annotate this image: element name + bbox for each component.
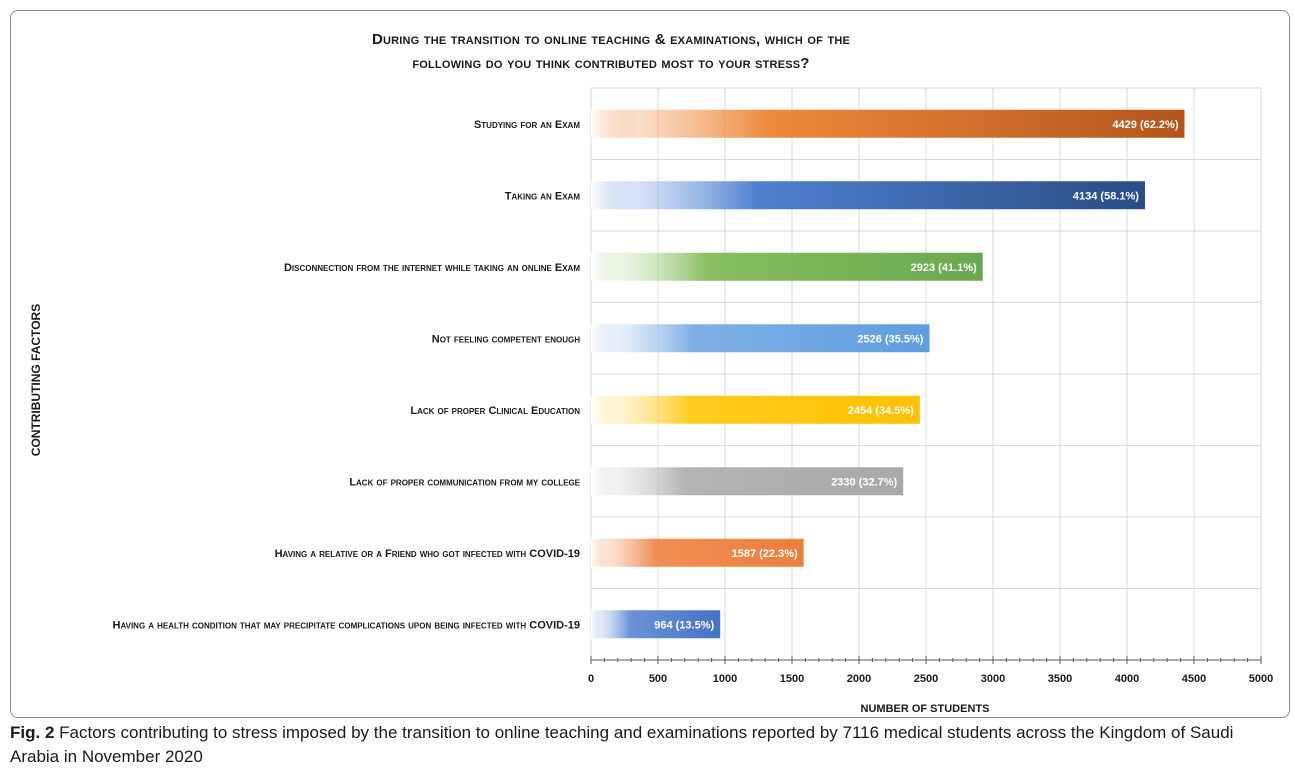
- data-label: 1587 (22.3%): [732, 548, 798, 560]
- figure-caption-text: Factors contributing to stress imposed b…: [10, 723, 1234, 766]
- chart-title-line-2: following do you think contributed most …: [412, 55, 810, 72]
- x-tick-label: 1500: [780, 673, 804, 685]
- category-label: Having a relative or a Friend who got in…: [275, 548, 580, 560]
- category-label: Taking an Exam: [505, 190, 581, 202]
- data-label: 964 (13.5%): [654, 619, 714, 631]
- bar-chart: 4429 (62.2%) 4134 (58.1%) 2923 (41.1%) 2526…: [113, 87, 1273, 715]
- x-tick-label: 5000: [1249, 673, 1273, 685]
- category-label: Disconnection from the internet while ta…: [284, 262, 580, 274]
- data-label: 2330 (32.7%): [831, 476, 897, 488]
- data-label: 2526 (35.5%): [857, 333, 923, 345]
- category-labels: Studying for an Exam Taking an Exam Discon…: [113, 119, 581, 632]
- bar: [591, 181, 1145, 210]
- gridlines: [590, 87, 1262, 661]
- x-tick-label: 3000: [981, 673, 1005, 685]
- data-label: 4134 (58.1%): [1073, 190, 1139, 202]
- x-axis: 0 500 1000 1500 2000 2500 3000 3500 4000 4500 5000: [588, 656, 1273, 685]
- figure-caption-label: Fig. 2: [10, 723, 55, 742]
- category-label: Lack of proper Clinical Education: [410, 405, 580, 417]
- category-label: Having a health condition that may preci…: [113, 619, 581, 631]
- chart-title: During the transition to online teaching…: [11, 28, 1291, 76]
- category-label: Lack of proper communication from my col…: [349, 476, 580, 488]
- bars: 4429 (62.2%) 4134 (58.1%) 2923 (41.1%) 2526…: [591, 109, 1185, 639]
- data-label: 4429 (62.2%): [1112, 119, 1178, 131]
- x-tick-label: 4000: [1115, 673, 1139, 685]
- category-label: Not feeling competent enough: [432, 333, 580, 345]
- bar: [591, 395, 920, 424]
- category-label: Studying for an Exam: [474, 119, 580, 131]
- x-tick-label: 500: [649, 673, 667, 685]
- x-tick-label: 0: [588, 673, 594, 685]
- bar: [591, 467, 904, 496]
- data-label: 2923 (41.1%): [911, 262, 977, 274]
- x-tick-label: 3500: [1048, 673, 1072, 685]
- bar: [591, 538, 804, 567]
- bar: [591, 610, 721, 639]
- x-tick-label: 2000: [847, 673, 871, 685]
- x-tick-label: 4500: [1182, 673, 1206, 685]
- bar: [591, 252, 983, 281]
- x-tick-label: 1000: [713, 673, 737, 685]
- x-axis-label: NUMBER OF STUDENTS: [861, 703, 990, 715]
- chart-title-line-1: During the transition to online teaching…: [371, 31, 851, 48]
- bar: [591, 109, 1185, 138]
- bar: [591, 324, 930, 353]
- data-label: 2454 (34.5%): [848, 405, 914, 417]
- figure-caption: Fig. 2 Factors contributing to stress im…: [10, 721, 1285, 769]
- x-tick-label: 2500: [914, 673, 938, 685]
